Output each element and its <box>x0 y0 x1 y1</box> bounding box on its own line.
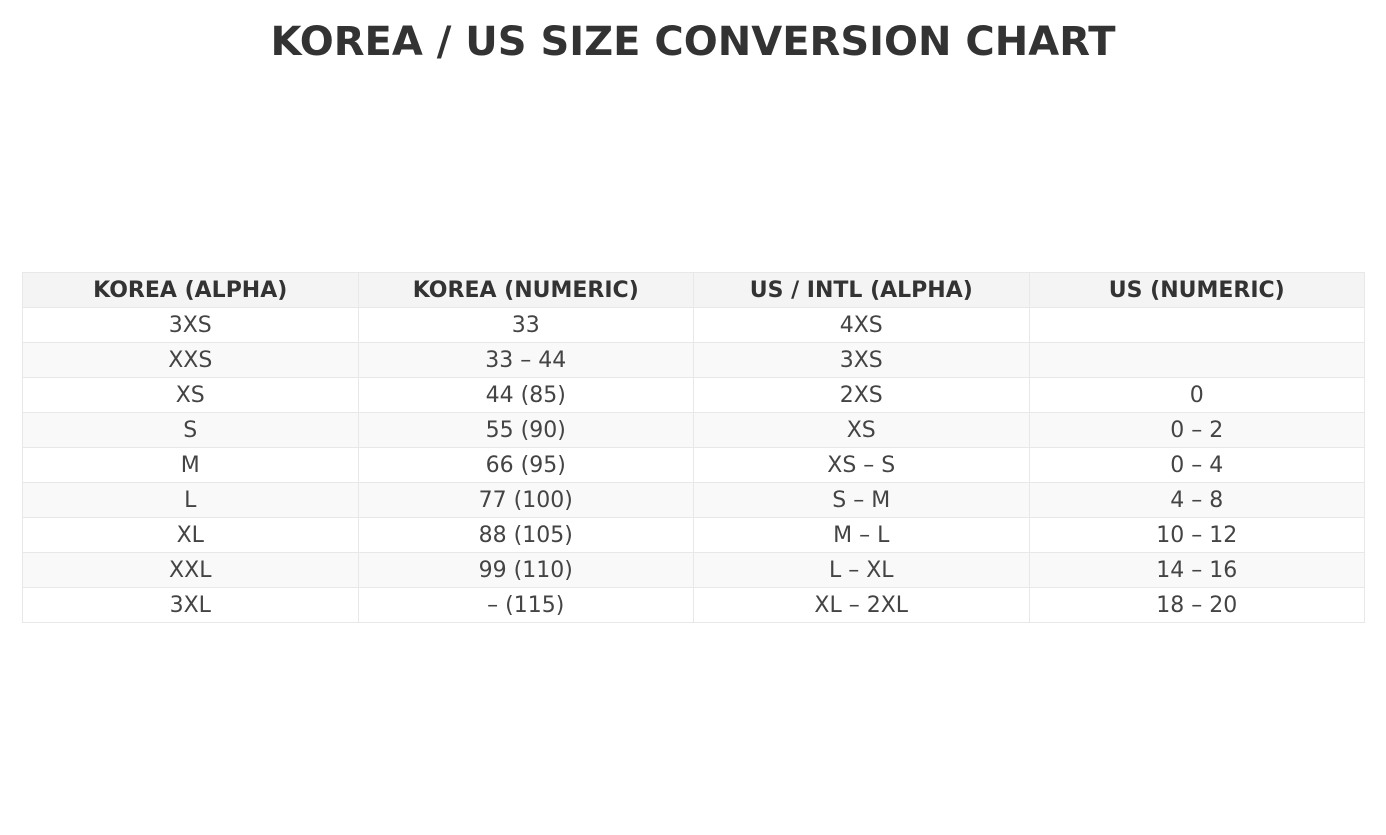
table-cell: 10 – 12 <box>1028 517 1365 553</box>
table-cell: M – L <box>693 517 1030 553</box>
table-cell: 3XL <box>22 587 359 623</box>
table-cell: 33 – 44 <box>357 342 694 378</box>
column-header: US (NUMERIC) <box>1028 272 1365 308</box>
chart-title: KOREA / US SIZE CONVERSION CHART <box>270 19 1116 65</box>
table-cell: 4XS <box>693 307 1030 343</box>
table-cell: 18 – 20 <box>1028 587 1365 623</box>
table-cell: L – XL <box>693 552 1030 588</box>
table-cell: XL <box>22 517 359 553</box>
table-cell: 14 – 16 <box>1028 552 1365 588</box>
table-cell: 99 (110) <box>357 552 694 588</box>
table-cell: L <box>22 482 359 518</box>
table-cell: 0 – 4 <box>1028 447 1365 483</box>
table-cell: 2XS <box>693 377 1030 413</box>
size-conversion-table: KOREA (ALPHA) KOREA (NUMERIC) US / INTL (A… <box>22 272 1365 623</box>
table-row: S 55 (90) XS 0 – 2 <box>22 412 1365 448</box>
header-row: KOREA (ALPHA) KOREA (NUMERIC) US / INTL (A… <box>22 272 1365 308</box>
table-cell: XL – 2XL <box>693 587 1030 623</box>
table-row: 3XS 33 4XS <box>22 307 1365 343</box>
table-cell: XS – S <box>693 447 1030 483</box>
table-row: XS 44 (85) 2XS 0 <box>22 377 1365 413</box>
table-cell: S – M <box>693 482 1030 518</box>
table-cell: – (115) <box>357 587 694 623</box>
table-cell: 88 (105) <box>357 517 694 553</box>
table-cell: 0 <box>1028 377 1365 413</box>
table-cell: 3XS <box>693 342 1030 378</box>
table-cell: 33 <box>357 307 694 343</box>
column-header: KOREA (ALPHA) <box>22 272 359 308</box>
table-row: XL 88 (105) M – L 10 – 12 <box>22 517 1365 553</box>
table-cell: 55 (90) <box>357 412 694 448</box>
table-cell: 3XS <box>22 307 359 343</box>
column-header: KOREA (NUMERIC) <box>357 272 694 308</box>
table-row: XXL 99 (110) L – XL 14 – 16 <box>22 552 1365 588</box>
table-cell: XXS <box>22 342 359 378</box>
table-cell <box>1028 307 1365 343</box>
table-cell: XS <box>693 412 1030 448</box>
table-cell <box>1028 342 1365 378</box>
table-cell: M <box>22 447 359 483</box>
table-cell: 0 – 2 <box>1028 412 1365 448</box>
table-cell: 4 – 8 <box>1028 482 1365 518</box>
table-cell: 66 (95) <box>357 447 694 483</box>
table-cell: XXL <box>22 552 359 588</box>
column-header: US / INTL (ALPHA) <box>693 272 1030 308</box>
table-cell: XS <box>22 377 359 413</box>
table-cell: S <box>22 412 359 448</box>
table-cell: 44 (85) <box>357 377 694 413</box>
table-row: XXS 33 – 44 3XS <box>22 342 1365 378</box>
table-row: 3XL – (115) XL – 2XL 18 – 20 <box>22 587 1365 623</box>
table-cell: 77 (100) <box>357 482 694 518</box>
